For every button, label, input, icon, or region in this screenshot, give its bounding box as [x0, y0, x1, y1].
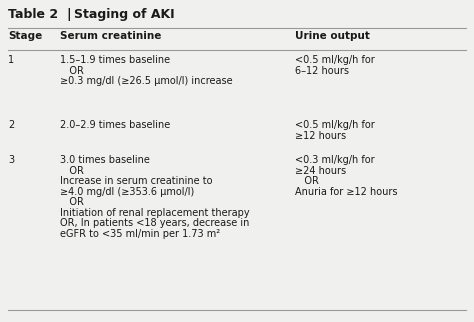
Text: 3: 3 — [8, 155, 14, 165]
Text: ≥24 hours: ≥24 hours — [295, 166, 346, 175]
Text: Urine output: Urine output — [295, 31, 370, 41]
Text: 2: 2 — [8, 120, 14, 130]
Text: OR: OR — [60, 65, 84, 75]
Text: eGFR to <35 ml/min per 1.73 m²: eGFR to <35 ml/min per 1.73 m² — [60, 229, 220, 239]
Text: 1.5–1.9 times baseline: 1.5–1.9 times baseline — [60, 55, 170, 65]
Text: Anuria for ≥12 hours: Anuria for ≥12 hours — [295, 186, 398, 196]
Text: ≥0.3 mg/dl (≥26.5 μmol/l) increase: ≥0.3 mg/dl (≥26.5 μmol/l) increase — [60, 76, 233, 86]
Text: |: | — [66, 8, 71, 21]
Text: <0.3 ml/kg/h for: <0.3 ml/kg/h for — [295, 155, 374, 165]
Text: OR, In patients <18 years, decrease in: OR, In patients <18 years, decrease in — [60, 218, 249, 228]
Text: Staging of AKI: Staging of AKI — [74, 8, 174, 21]
Text: OR: OR — [60, 197, 84, 207]
Text: Serum creatinine: Serum creatinine — [60, 31, 161, 41]
Text: Increase in serum creatinine to: Increase in serum creatinine to — [60, 176, 212, 186]
Text: OR: OR — [60, 166, 84, 175]
Text: OR: OR — [295, 176, 319, 186]
Text: <0.5 ml/kg/h for: <0.5 ml/kg/h for — [295, 120, 375, 130]
Text: Initiation of renal replacement therapy: Initiation of renal replacement therapy — [60, 207, 250, 217]
Text: 2.0–2.9 times baseline: 2.0–2.9 times baseline — [60, 120, 170, 130]
Text: ≥12 hours: ≥12 hours — [295, 130, 346, 140]
Text: 6–12 hours: 6–12 hours — [295, 65, 349, 75]
Text: 1: 1 — [8, 55, 14, 65]
Text: <0.5 ml/kg/h for: <0.5 ml/kg/h for — [295, 55, 375, 65]
Text: 3.0 times baseline: 3.0 times baseline — [60, 155, 150, 165]
Text: ≥4.0 mg/dl (≥353.6 μmol/l): ≥4.0 mg/dl (≥353.6 μmol/l) — [60, 186, 194, 196]
Text: Stage: Stage — [8, 31, 42, 41]
Text: Table 2: Table 2 — [8, 8, 58, 21]
